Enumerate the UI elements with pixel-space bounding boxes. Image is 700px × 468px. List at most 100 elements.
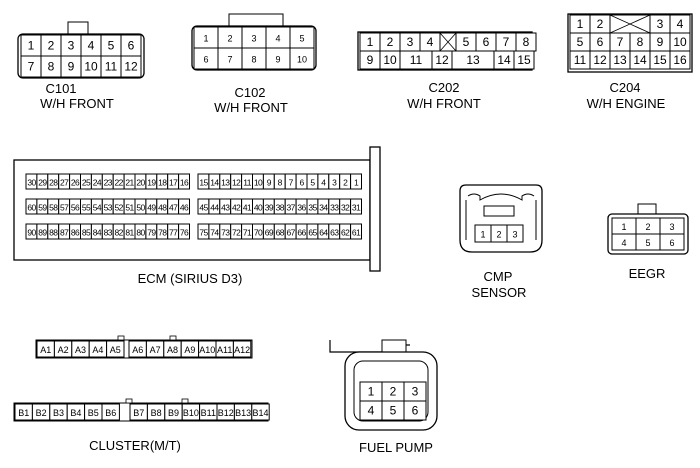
pin-cell	[350, 173, 363, 190]
pin-label: 61	[352, 228, 361, 238]
pin-label: 7	[227, 55, 232, 65]
pin-label: 60	[27, 203, 36, 213]
pin-label: 50	[136, 203, 145, 213]
pin-label: 12	[232, 178, 241, 188]
pin-label: 23	[104, 178, 113, 188]
pin-label: 54	[93, 203, 102, 213]
pin-label: 6	[669, 238, 674, 248]
pin-label: 25	[82, 178, 91, 188]
pin-label: 21	[125, 178, 134, 188]
pin-label: 5	[108, 39, 115, 53]
pin-cell	[350, 223, 363, 240]
pin-label: 2	[390, 385, 397, 399]
pin-label: 24	[93, 178, 102, 188]
pin-label: 8	[48, 60, 55, 74]
pin-label: B9	[168, 408, 179, 418]
cmp-sub: SENSOR	[472, 285, 527, 300]
pin-label: 49	[147, 203, 156, 213]
fuel-pump-latch	[381, 339, 407, 353]
pin-label: 9	[657, 35, 664, 49]
pin-label: 75	[199, 228, 208, 238]
pin-label: A11	[217, 345, 232, 355]
pin-label: 20	[136, 178, 145, 188]
pin-label: A7	[150, 345, 161, 355]
pin-label: 7	[617, 35, 624, 49]
pin-label: 59	[38, 203, 47, 213]
pin-cell	[289, 47, 315, 70]
ecm-flange	[369, 146, 381, 272]
fuel-pump-pin-grid: 1 2 3 4 5 6	[359, 381, 427, 421]
pin-label: 66	[297, 228, 306, 238]
cluster-key-tab	[125, 398, 133, 404]
pin-label: 8	[278, 178, 283, 188]
pin-label: 14	[210, 178, 219, 188]
pin-label: 13	[221, 178, 230, 188]
pin-label: A10	[199, 345, 215, 355]
pin-label: 90	[27, 228, 36, 238]
pin-label: 8	[523, 35, 530, 49]
pin-label: 36	[297, 203, 306, 213]
pin-label: 10	[297, 55, 307, 65]
pin-label: 6	[299, 178, 304, 188]
pin-label: 3	[251, 34, 256, 44]
c102-sub: W/H FRONT	[214, 100, 288, 115]
c204-sub: W/H ENGINE	[587, 96, 666, 111]
pin-label: 11	[243, 178, 251, 188]
pin-label: 16	[180, 178, 189, 188]
ecm-name: ECM (SIRIUS D3)	[138, 271, 243, 286]
pin-label: A9	[184, 345, 195, 355]
pin-label: 27	[60, 178, 69, 188]
cluster-shell	[35, 339, 253, 359]
pin-label: 69	[265, 228, 274, 238]
pin-label: 71	[243, 228, 252, 238]
pin-label: 89	[38, 228, 47, 238]
pin-cell	[659, 233, 685, 251]
cmp-name: CMP	[484, 269, 513, 284]
pin-label: 65	[308, 228, 317, 238]
pin-label: 2	[496, 230, 501, 240]
pin-label: 4	[677, 17, 684, 31]
pin-label: 5	[310, 178, 315, 188]
pin-label: 17	[169, 178, 178, 188]
pin-label: 2	[48, 39, 55, 53]
pin-label: 14	[633, 53, 647, 67]
pin-label: 12	[435, 53, 449, 67]
pin-label: 29	[38, 178, 47, 188]
pin-cell	[350, 198, 363, 215]
pin-label: 2	[597, 17, 604, 31]
c204-name: C204	[609, 80, 640, 95]
pin-label: 56	[71, 203, 80, 213]
pin-label: A2	[58, 345, 69, 355]
pin-cell	[403, 400, 427, 421]
pin-label: 72	[232, 228, 241, 238]
pin-label: 13	[466, 53, 480, 67]
pin-label: 19	[147, 178, 156, 188]
c202-pin-grid: 1 2 3 4 5 6 7 89 10 11 12 13 14 15	[359, 32, 537, 70]
c101-pin-grid: 1 2 3 4 5 67 8 9 10 11 12	[20, 34, 142, 78]
blank-pin-cross	[609, 14, 651, 34]
connector-eegr: 1 2 3 4 5 6 EEGR	[607, 203, 689, 281]
pin-label: 67	[287, 228, 296, 238]
pin-label: A5	[110, 345, 121, 355]
pin-label: 84	[93, 228, 102, 238]
pin-label: B10	[183, 408, 199, 418]
pin-label: 35	[308, 203, 317, 213]
pin-label: 57	[60, 203, 69, 213]
pin-label: 43	[221, 203, 230, 213]
pin-label: 28	[49, 178, 58, 188]
pin-label: 77	[169, 228, 178, 238]
pin-label: 15	[517, 53, 531, 67]
pin-label: B11	[201, 408, 216, 418]
pin-label: 10	[254, 178, 263, 188]
pin-label: B3	[53, 408, 64, 418]
pin-label: 41	[243, 203, 252, 213]
pin-label: 2	[387, 35, 394, 49]
pin-label: 1	[368, 385, 375, 399]
pin-label: 2	[645, 222, 650, 232]
pin-label: 11	[105, 60, 118, 74]
pin-label: 85	[82, 228, 91, 238]
pin-label: 16	[673, 53, 687, 67]
pin-label: A1	[40, 345, 51, 355]
pin-label: 68	[276, 228, 285, 238]
pin-label: 10	[84, 60, 98, 74]
